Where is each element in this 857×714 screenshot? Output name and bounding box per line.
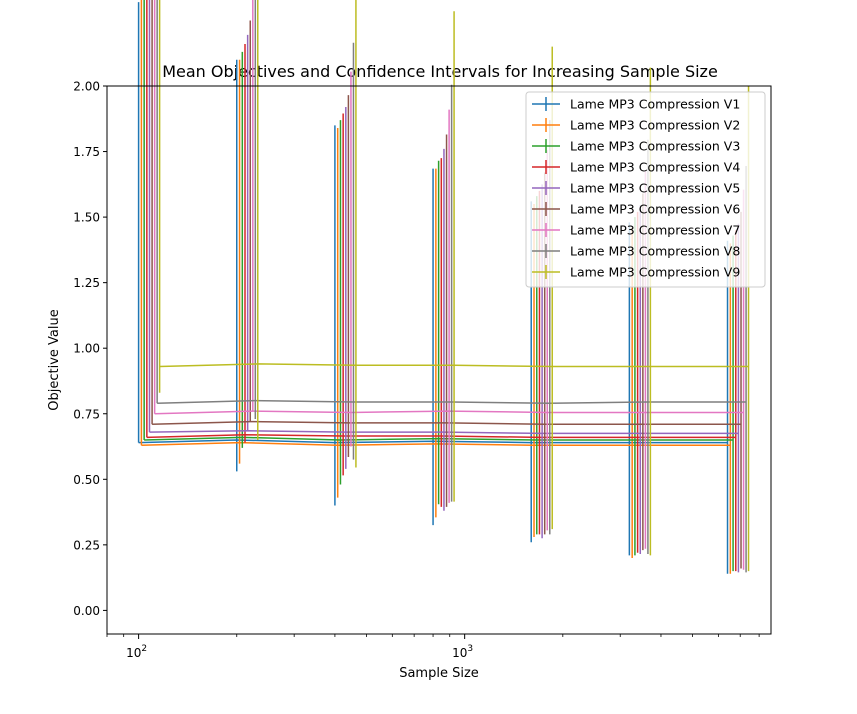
series-line xyxy=(141,441,731,446)
legend: Lame MP3 Compression V1 Lame MP3 Compress… xyxy=(525,91,766,288)
y-tick-label: 0.75 xyxy=(73,407,100,421)
legend-item: Lame MP3 Compression V9 xyxy=(532,265,740,280)
x-axis-ticks: 102 103 xyxy=(106,634,760,660)
y-tick-label: 0.00 xyxy=(73,604,100,618)
y-axis-label: Objective Value xyxy=(47,309,62,410)
legend-item: Lame MP3 Compression V5 xyxy=(532,181,740,196)
legend-item: Lame MP3 Compression V8 xyxy=(532,244,740,259)
legend-item: Lame MP3 Compression V4 xyxy=(532,160,740,175)
legend-label: Lame MP3 Compression V4 xyxy=(570,160,740,175)
axes-frame xyxy=(106,85,772,635)
legend-label: Lame MP3 Compression V2 xyxy=(570,118,740,133)
y-tick-label: 0.25 xyxy=(73,538,100,552)
legend-label: Lame MP3 Compression V9 xyxy=(570,265,740,280)
series-2 xyxy=(140,0,732,574)
chart-title: Mean Objectives and Confidence Intervals… xyxy=(162,62,718,81)
x-tick-label: 103 xyxy=(452,644,473,660)
series-line xyxy=(138,439,728,444)
legend-box xyxy=(525,91,766,288)
legend-label: Lame MP3 Compression V5 xyxy=(570,181,740,196)
series-3 xyxy=(143,0,734,572)
plot-layer xyxy=(137,0,750,574)
y-tick-label: 0.50 xyxy=(73,473,100,487)
series-line xyxy=(146,433,736,439)
series-line xyxy=(149,430,739,435)
series-8 xyxy=(156,0,747,573)
series-9 xyxy=(158,0,750,572)
y-tick-label: 1.00 xyxy=(73,342,100,356)
legend-item: Lame MP3 Compression V6 xyxy=(532,202,740,217)
legend-label: Lame MP3 Compression V6 xyxy=(570,202,740,217)
y-tick-label: 1.75 xyxy=(73,145,100,159)
legend-item: Lame MP3 Compression V7 xyxy=(532,223,740,238)
series-line xyxy=(152,420,742,425)
series-line xyxy=(159,363,749,368)
x-axis-label: Sample Size xyxy=(399,666,479,681)
series-line xyxy=(157,399,747,405)
y-tick-label: 1.50 xyxy=(73,211,100,225)
x-tick-label: 102 xyxy=(126,644,147,660)
y-tick-label: 2.00 xyxy=(73,80,100,94)
legend-item: Lame MP3 Compression V3 xyxy=(532,139,740,154)
series-line xyxy=(144,436,734,441)
y-axis-ticks: 0.00 0.25 0.50 0.75 1.00 1.25 1.50 1.75 2.00 xyxy=(73,80,107,618)
legend-label: Lame MP3 Compression V8 xyxy=(570,244,740,259)
legend-item: Lame MP3 Compression V1 xyxy=(532,97,740,112)
legend-label: Lame MP3 Compression V3 xyxy=(570,139,740,154)
series-line xyxy=(154,410,744,415)
series-1 xyxy=(137,2,729,574)
y-tick-label: 1.25 xyxy=(73,276,100,290)
legend-label: Lame MP3 Compression V1 xyxy=(570,97,740,112)
legend-item: Lame MP3 Compression V2 xyxy=(532,118,740,133)
legend-label: Lame MP3 Compression V7 xyxy=(570,223,740,238)
